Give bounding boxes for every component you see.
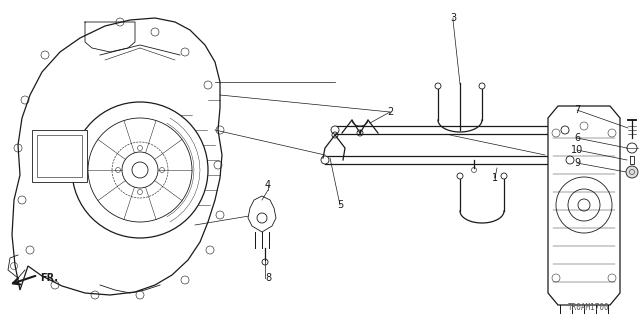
Text: 10: 10 bbox=[571, 145, 583, 155]
Polygon shape bbox=[12, 18, 222, 295]
Circle shape bbox=[501, 173, 507, 179]
Text: FR.: FR. bbox=[40, 273, 58, 283]
Text: 5: 5 bbox=[337, 200, 343, 210]
Polygon shape bbox=[248, 196, 276, 232]
Circle shape bbox=[457, 173, 463, 179]
Text: 7: 7 bbox=[574, 105, 580, 115]
Circle shape bbox=[479, 83, 485, 89]
Text: 1: 1 bbox=[492, 173, 498, 183]
Circle shape bbox=[566, 156, 574, 164]
Bar bbox=[37, 135, 82, 177]
Circle shape bbox=[561, 126, 569, 134]
Circle shape bbox=[435, 83, 441, 89]
Text: 9: 9 bbox=[574, 158, 580, 168]
Text: TR0AM1700: TR0AM1700 bbox=[568, 303, 610, 313]
Text: 4: 4 bbox=[265, 180, 271, 190]
Bar bbox=[32, 130, 87, 182]
Polygon shape bbox=[548, 106, 620, 305]
Circle shape bbox=[626, 166, 638, 178]
Text: 2: 2 bbox=[387, 107, 393, 117]
Circle shape bbox=[331, 126, 339, 134]
Text: 8: 8 bbox=[265, 273, 271, 283]
Text: 6: 6 bbox=[574, 133, 580, 143]
Circle shape bbox=[321, 156, 329, 164]
Text: 3: 3 bbox=[450, 13, 456, 23]
